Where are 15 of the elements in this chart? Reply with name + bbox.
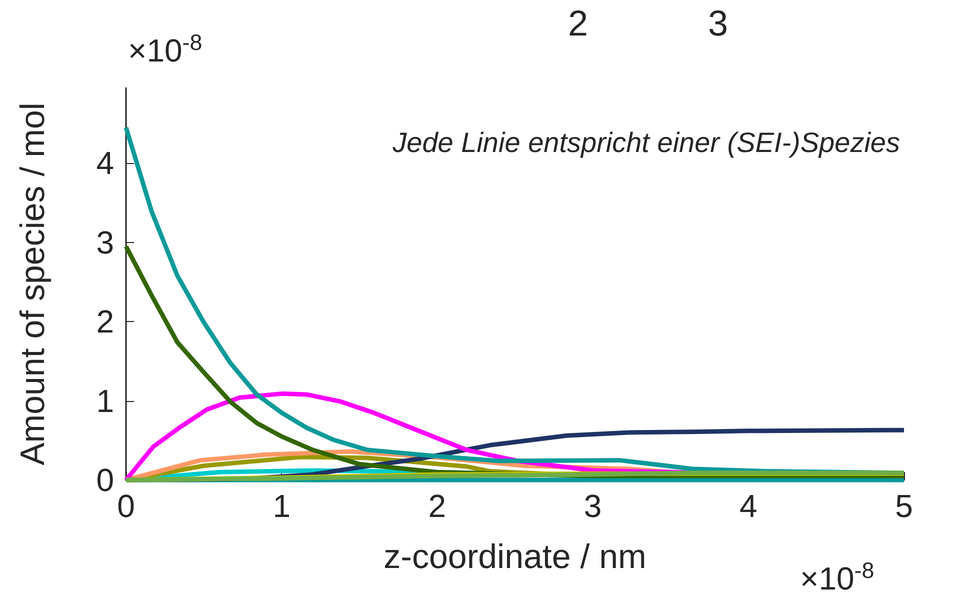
y-tick-label: 1 — [96, 382, 114, 419]
x-tick-label: 5 — [895, 488, 913, 524]
y-tick-label: 4 — [96, 145, 114, 182]
y-tick-label: 0 — [96, 462, 114, 498]
x-tick-label: 3 — [584, 488, 602, 524]
x-tick-label: 2 — [428, 488, 446, 524]
annotation: Jede Linie entspricht einer (SEI-)Spezies — [392, 126, 900, 158]
text: 2 — [568, 2, 588, 44]
y-tick-label: 3 — [96, 224, 114, 260]
y-tick-label: 2 — [96, 304, 114, 340]
x-tick-label: 1 — [272, 488, 290, 524]
text: 3 — [708, 2, 728, 44]
x-tick-label: 4 — [740, 488, 758, 524]
y-axis-title: Amount of species / mol — [14, 102, 52, 466]
x-axis-title: z-coordinate / nm — [384, 538, 646, 576]
